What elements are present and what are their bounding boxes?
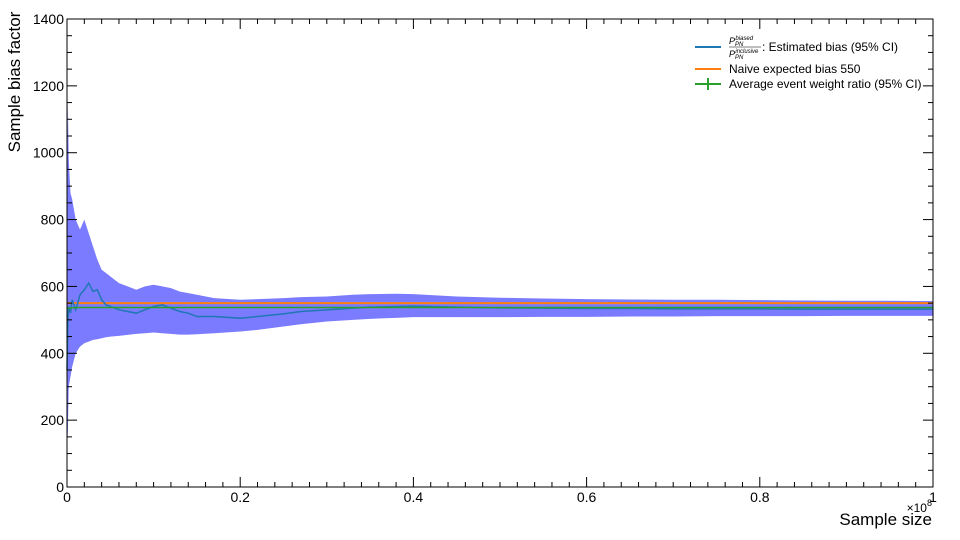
x-tick-label: 0.8: [750, 489, 770, 505]
x-tick-label: 0.6: [577, 489, 597, 505]
confidence-band-layer: [67, 102, 933, 451]
y-tick-label: 200: [41, 412, 65, 428]
x-axis-multiplier-base: ×10: [907, 501, 928, 515]
y-tick-label: 1400: [33, 11, 64, 27]
legend-fraction-denominator: PPNinclusive: [729, 49, 759, 61]
y-tick-label: 400: [41, 345, 65, 361]
legend-fraction-numerator: PPNbiased: [729, 36, 754, 48]
legend-entry-weight_ratio: Average event weight ratio (95% CI): [695, 77, 922, 91]
estimated-ci-band: [67, 102, 933, 451]
y-tick-label: 1000: [33, 145, 64, 161]
legend-fraction-numerator-sup: biased: [735, 36, 753, 42]
series-line-layer: [66, 281, 933, 371]
x-tick-label: 0: [63, 489, 71, 505]
legend-fraction-numerator-sub: PN: [735, 42, 744, 48]
estimated-series-line: [66, 281, 933, 371]
x-tick-label: 0.4: [404, 489, 424, 505]
legend-label-naive: Naive expected bias 550: [729, 62, 861, 76]
y-tick-label: 1200: [33, 78, 64, 94]
legend-label-weight_ratio: Average event weight ratio (95% CI): [729, 77, 922, 91]
y-axis-label: Sample bias factor: [5, 11, 24, 152]
y-tick-label: 800: [41, 212, 65, 228]
x-axis-label: Sample size: [839, 510, 932, 529]
y-tick-label: 0: [56, 479, 64, 495]
axis-ticks: 0 0.2 0.4 0.6 0.8 1 0 200 400 600 800 1000 1200 1400: [33, 11, 937, 505]
x-axis-multiplier-exponent: 8: [927, 498, 932, 508]
legend-entry-naive: Naive expected bias 550: [695, 62, 861, 76]
y-tick-label: 600: [41, 278, 65, 294]
legend-fraction-denominator-sub: PN: [735, 55, 744, 61]
legend-fraction-denominator-sup: inclusive: [735, 49, 759, 55]
weight_ratio-series-line: [66, 306, 933, 310]
x-axis-multiplier: ×108: [907, 498, 932, 515]
x-tick-label: 1: [929, 489, 937, 505]
x-tick-label: 0.2: [230, 489, 250, 505]
legend-label-estimated: : Estimated bias (95% CI): [762, 40, 898, 54]
